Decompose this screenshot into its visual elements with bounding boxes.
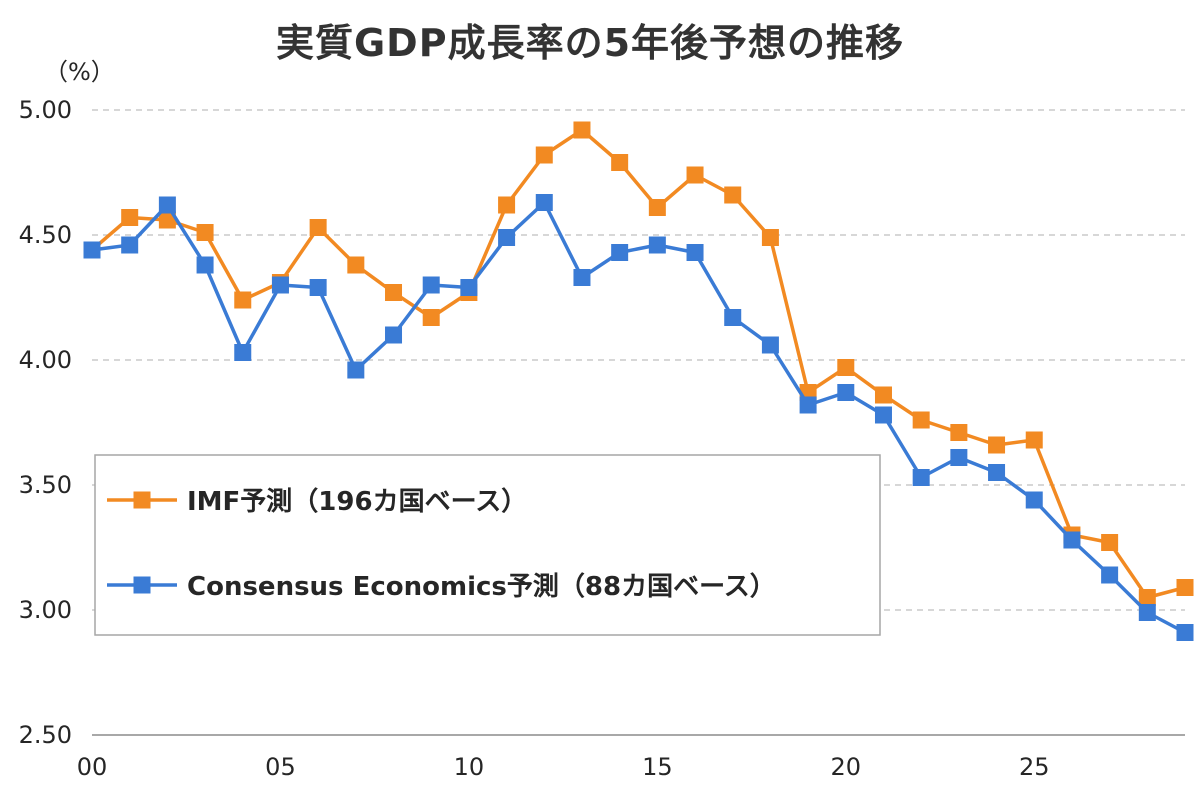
data-point: [1025, 431, 1043, 449]
data-point: [1138, 604, 1156, 621]
data-point: [121, 236, 139, 254]
legend-label: Consensus Economics予測（88カ国ベース）: [187, 572, 776, 602]
data-point: [158, 211, 176, 229]
data-point: [1176, 624, 1194, 641]
data-point: [1101, 566, 1119, 584]
legend-marker: [133, 491, 151, 509]
data-point: [837, 384, 855, 401]
chart-title: 実質GDP成長率の5年後予想の推移: [275, 21, 905, 65]
y-tick-label: 4.50: [19, 221, 72, 249]
data-point: [648, 199, 666, 216]
data-point: [648, 236, 666, 254]
x-tick-label: 20: [831, 753, 862, 781]
data-point: [1063, 531, 1081, 549]
data-point: [874, 406, 892, 424]
data-point: [912, 411, 930, 429]
series-2: [83, 194, 1194, 641]
x-tick-label: 00: [77, 753, 108, 781]
data-point: [950, 424, 968, 441]
legend-marker: [133, 576, 151, 594]
data-point: [912, 469, 930, 486]
data-point: [799, 396, 817, 414]
data-point: [83, 241, 101, 259]
legend-entry: IMF予測（196カ国ベース）: [107, 487, 527, 517]
y-axis-unit-label: （%）: [44, 58, 115, 86]
data-point: [874, 386, 892, 404]
data-point: [761, 336, 779, 354]
y-tick-label: 4.00: [19, 346, 72, 374]
data-point: [837, 359, 855, 376]
data-point: [385, 284, 403, 301]
data-point: [196, 256, 214, 274]
x-tick-label: 25: [1019, 753, 1050, 781]
data-point: [498, 229, 516, 246]
data-point: [573, 121, 591, 139]
data-point: [988, 464, 1006, 481]
x-tick-label: 15: [642, 753, 673, 781]
data-point: [121, 209, 139, 226]
data-point: [196, 224, 214, 241]
data-point: [535, 194, 553, 211]
legend: IMF予測（196カ国ベース） Consensus Economics予測（88カ…: [94, 454, 881, 636]
data-point: [234, 344, 252, 361]
data-point: [611, 154, 629, 171]
legend-label: IMF予測（196カ国ベース）: [187, 487, 527, 517]
data-point: [309, 219, 327, 236]
data-point: [1176, 579, 1194, 596]
data-point: [271, 276, 289, 294]
data-point: [1101, 534, 1119, 551]
data-point: [460, 279, 478, 296]
axes: 2.50 3.00 3.50 4.00 4.50 5.00 00 05 10 15 20 25: [19, 96, 1185, 781]
data-point: [761, 229, 779, 246]
data-point: [1025, 491, 1043, 509]
data-point: [686, 166, 704, 184]
y-tick-label: 2.50: [19, 721, 72, 749]
y-tick-label: 3.50: [19, 471, 72, 499]
data-point: [950, 449, 968, 466]
y-tick-label: 3.00: [19, 596, 72, 624]
data-point: [724, 186, 742, 204]
data-point: [724, 309, 742, 326]
data-point: [573, 269, 591, 286]
data-point: [422, 309, 440, 326]
data-point: [498, 196, 516, 214]
x-tick-label: 05: [265, 753, 296, 781]
data-point: [535, 146, 553, 164]
x-tick-label: 10: [454, 753, 485, 781]
data-point: [1138, 589, 1156, 606]
y-tick-label: 5.00: [19, 96, 72, 124]
data-point: [347, 256, 365, 274]
data-point: [385, 326, 403, 344]
data-point: [309, 279, 327, 296]
data-point: [234, 291, 252, 309]
legend-box: [94, 454, 881, 636]
data-point: [422, 276, 440, 294]
data-point: [988, 436, 1006, 454]
data-point: [347, 361, 365, 379]
series-layer: [83, 121, 1194, 641]
legend-entry: Consensus Economics予測（88カ国ベース）: [107, 572, 776, 602]
data-point: [158, 196, 176, 214]
data-point: [611, 244, 629, 261]
data-point: [686, 244, 704, 261]
